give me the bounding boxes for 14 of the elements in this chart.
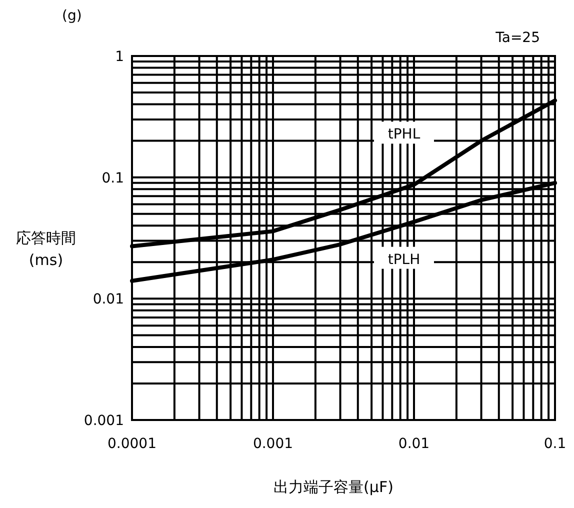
- y-tick-label: 0.1: [102, 170, 124, 186]
- text: tPHL: [388, 126, 420, 143]
- x-tick-label: 0.1: [544, 436, 566, 452]
- x-tick-label: 0.001: [252, 436, 294, 452]
- series-label: tPLH: [388, 252, 420, 268]
- y-axis-title: 応答時間 (ms): [16, 229, 76, 269]
- y-tick-label: 1: [115, 49, 124, 65]
- x-tick-label: 0.0001: [108, 436, 156, 452]
- chart-title: (g): [62, 8, 82, 24]
- text: Ta=25: [494, 30, 540, 46]
- y-tick-label: 0.01: [92, 292, 124, 308]
- y-tick-label: 0.001: [84, 413, 124, 429]
- x-tick-label: 0.01: [398, 436, 430, 452]
- x-axis-title: 出力端子容量(μF): [274, 478, 394, 496]
